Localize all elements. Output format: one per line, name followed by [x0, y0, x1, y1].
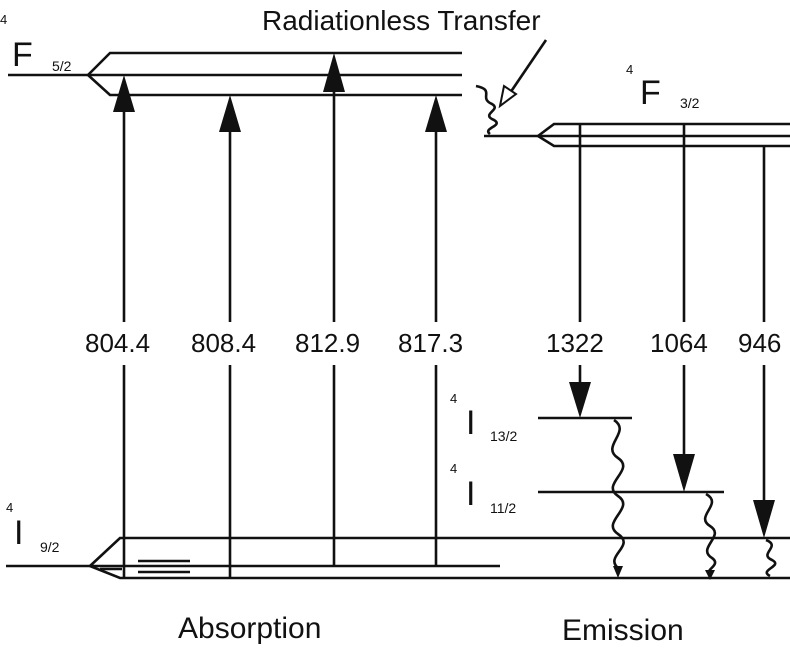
emission-arrow-1064: [673, 124, 695, 492]
svg-text:4: 4: [626, 62, 633, 77]
svg-text:F: F: [640, 74, 661, 112]
radiationless-transfer-wave: [475, 84, 498, 136]
absorption-wavelength-1: 804.4: [85, 328, 150, 358]
nonradiative-decay-2: [703, 492, 717, 580]
svg-text:I: I: [14, 514, 23, 552]
absorption-arrow-808: [219, 95, 241, 578]
level-4f52: [8, 51, 462, 97]
svg-text:11/2: 11/2: [490, 500, 516, 516]
svg-text:F: F: [12, 36, 33, 74]
svg-text:4: 4: [6, 500, 13, 515]
radiationless-transfer-label: Radiationless Transfer: [262, 5, 541, 36]
emission-arrow-946: [753, 146, 775, 538]
absorption-arrow-812: [323, 53, 345, 566]
level-4i92: [6, 536, 790, 580]
svg-text:4: 4: [450, 391, 457, 406]
absorption-wavelength-2: 808.4: [191, 328, 256, 358]
emission-label: Emission: [562, 614, 684, 647]
emission-wavelength-2: 1064: [650, 328, 708, 358]
absorption-arrow-817: [425, 95, 447, 566]
absorption-wavelength-4: 817.3: [398, 328, 463, 358]
svg-text:I: I: [466, 404, 475, 442]
label-4f32: 4 F 3/2: [626, 62, 700, 112]
level-4f32: [484, 122, 790, 148]
nonradiative-decay-3: [765, 538, 777, 578]
label-4i112: 4 I 11/2: [450, 461, 516, 516]
svg-text:9/2: 9/2: [40, 539, 60, 555]
nonradiative-decay-1: [611, 418, 625, 578]
label-4i92: 4 I 9/2: [6, 500, 60, 555]
absorption-wavelength-3: 812.9: [295, 328, 360, 358]
svg-text:3/2: 3/2: [680, 95, 700, 111]
emission-arrow-1322: [569, 124, 591, 418]
label-4f52: 4 F 5/2: [0, 12, 72, 74]
svg-text:I: I: [466, 475, 475, 513]
svg-text:4: 4: [0, 12, 7, 27]
absorption-label: Absorption: [178, 612, 321, 645]
emission-wavelength-1: 1322: [546, 328, 604, 358]
svg-text:4: 4: [450, 461, 457, 476]
svg-text:13/2: 13/2: [490, 428, 517, 444]
emission-wavelength-3: 946: [738, 328, 781, 358]
svg-text:5/2: 5/2: [52, 58, 72, 74]
absorption-arrow-804: [113, 75, 135, 578]
radiationless-transfer-pointer: [498, 39, 548, 109]
label-4i132: 4 I 13/2: [450, 391, 517, 444]
